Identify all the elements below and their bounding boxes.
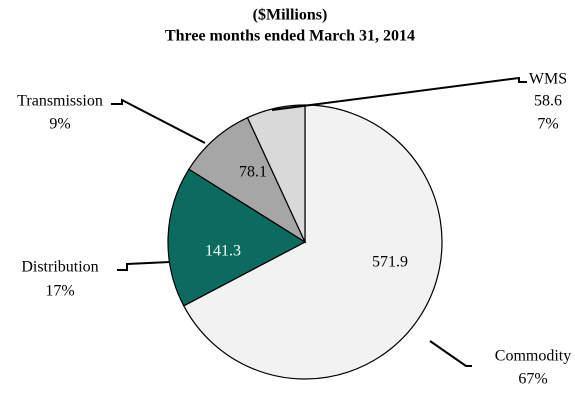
pie-slice [188, 116, 307, 244]
chart-subtitle: Three months ended March 31, 2014 [165, 28, 415, 45]
leader-line [117, 261, 171, 271]
slice-percent: 67% [518, 371, 547, 388]
slice-percent: 7% [537, 116, 558, 133]
chart-title: ($Millions) [253, 7, 328, 24]
value-label: 58.6 [534, 93, 562, 110]
slice-name: Distribution [21, 259, 98, 276]
slice-name: Transmission [17, 93, 103, 110]
slice-percent: 9% [49, 116, 70, 133]
value-label: 78.1 [239, 164, 267, 181]
value-label: 141.3 [205, 243, 241, 260]
slice-percent: 17% [45, 283, 74, 300]
slice-name: WMS [529, 71, 567, 88]
value-label: 571.9 [372, 254, 408, 271]
leader-line [271, 76, 527, 111]
leader-line [429, 340, 472, 367]
pie-slice [182, 104, 443, 380]
slice-name: Commodity [495, 348, 571, 365]
leader-line [111, 98, 206, 144]
pie-slice [167, 168, 307, 307]
